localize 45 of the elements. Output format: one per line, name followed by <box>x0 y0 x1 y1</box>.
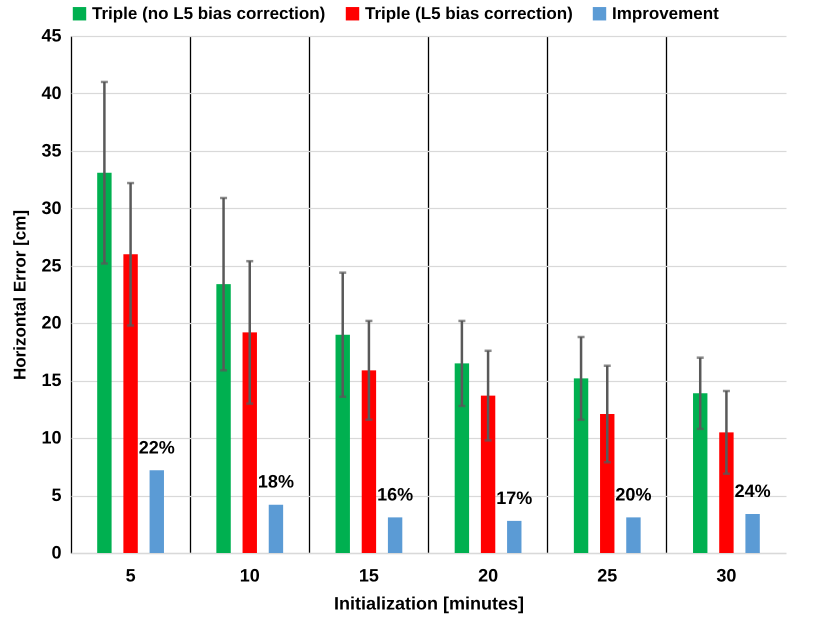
y-tick-label: 25 <box>41 255 62 276</box>
x-tick-label: 5 <box>126 566 136 586</box>
y-tick-label: 15 <box>41 370 62 390</box>
y-tick-label: 45 <box>41 26 62 46</box>
legend-label: Improvement <box>612 4 720 23</box>
bar <box>97 172 112 553</box>
x-tick-label: 30 <box>716 566 736 586</box>
bar <box>574 378 588 553</box>
annotation: 24% <box>734 480 771 501</box>
bar <box>693 393 708 553</box>
bar <box>719 432 734 553</box>
annotation: 16% <box>377 484 414 504</box>
bar <box>388 517 402 553</box>
bar <box>150 470 164 553</box>
y-tick-label: 5 <box>51 485 62 506</box>
bar <box>242 332 257 553</box>
bar <box>268 504 284 553</box>
bar <box>216 284 231 553</box>
bar <box>336 334 350 553</box>
annotation: 20% <box>615 484 652 504</box>
x-tick-label: 20 <box>478 566 498 586</box>
y-tick-label: 0 <box>51 542 62 562</box>
y-tick-label: 40 <box>41 82 62 103</box>
bar <box>745 514 760 553</box>
bar <box>600 414 614 553</box>
y-tick-label: 35 <box>41 140 62 160</box>
bar <box>454 363 470 553</box>
y-axis-title: Horizontal Error [cm] <box>10 210 30 380</box>
legend-label: Triple (L5 bias correction) <box>365 4 573 23</box>
bar <box>507 520 522 553</box>
annotation: 22% <box>138 437 175 458</box>
annotation: 17% <box>496 488 532 508</box>
bar <box>626 517 641 553</box>
y-tick-label: 20 <box>41 312 62 333</box>
x-tick-label: 15 <box>358 566 379 586</box>
y-tick-label: 10 <box>41 428 62 448</box>
x-tick-label: 25 <box>597 566 618 586</box>
y-tick-label: 30 <box>41 198 62 218</box>
bar <box>362 370 376 553</box>
x-tick-label: 10 <box>240 566 260 586</box>
x-axis-title: Initialization [minutes] <box>334 594 524 614</box>
bar <box>480 396 496 553</box>
annotation: 18% <box>258 472 294 492</box>
bar <box>123 254 138 553</box>
legend-label: Triple (no L5 bias correction) <box>92 4 326 23</box>
